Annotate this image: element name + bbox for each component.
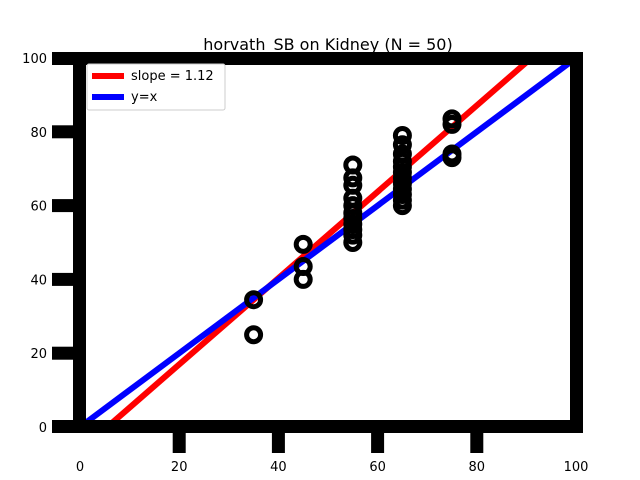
x-tick-label: 100 xyxy=(564,460,589,475)
x-tick xyxy=(172,427,186,453)
spine-bottom xyxy=(52,420,582,433)
data-points xyxy=(244,109,462,345)
legend-label-slope: slope = 1.12 xyxy=(131,69,214,84)
y-tick-label: 100 xyxy=(22,52,47,67)
legend: slope = 1.12 y=x xyxy=(86,63,226,111)
data-point xyxy=(343,168,363,188)
x-tick-label: 40 xyxy=(270,460,287,475)
y-tick xyxy=(52,199,80,213)
identity-line xyxy=(78,55,578,430)
data-point xyxy=(392,125,412,145)
spine-top xyxy=(52,52,582,65)
axis-ticks xyxy=(52,125,484,453)
data-point xyxy=(442,148,462,168)
y-tick xyxy=(52,272,80,286)
data-point xyxy=(442,114,462,134)
y-tick-label: 20 xyxy=(30,347,47,362)
y-tick-label: 80 xyxy=(30,126,47,141)
x-tick-label: 20 xyxy=(171,460,188,475)
x-tick-label: 0 xyxy=(76,460,84,475)
y-tick xyxy=(52,346,80,360)
data-point xyxy=(392,196,412,216)
chart-title: horvath_SB on Kidney (N = 50) xyxy=(203,35,452,55)
legend-label-identity: y=x xyxy=(131,90,158,105)
data-point xyxy=(293,234,313,254)
data-point xyxy=(244,325,264,345)
y-tick xyxy=(52,125,80,139)
x-tick-label: 60 xyxy=(369,460,386,475)
data-point xyxy=(293,269,313,289)
x-tick xyxy=(371,427,385,453)
x-tick xyxy=(271,427,285,453)
data-point xyxy=(343,225,363,245)
spine-right xyxy=(570,52,583,433)
data-point xyxy=(392,135,412,155)
data-point xyxy=(244,290,264,310)
y-tick-label: 40 xyxy=(30,273,47,288)
y-tick-label: 60 xyxy=(30,200,47,215)
y-tick-label: 0 xyxy=(39,421,47,436)
x-tick-label: 80 xyxy=(469,460,486,475)
x-tick xyxy=(470,427,484,453)
spine-left xyxy=(73,52,86,433)
data-point xyxy=(343,233,363,252)
axis-tick-labels: 0 20 40 60 80 100 0 20 40 60 80 100 xyxy=(22,52,588,475)
